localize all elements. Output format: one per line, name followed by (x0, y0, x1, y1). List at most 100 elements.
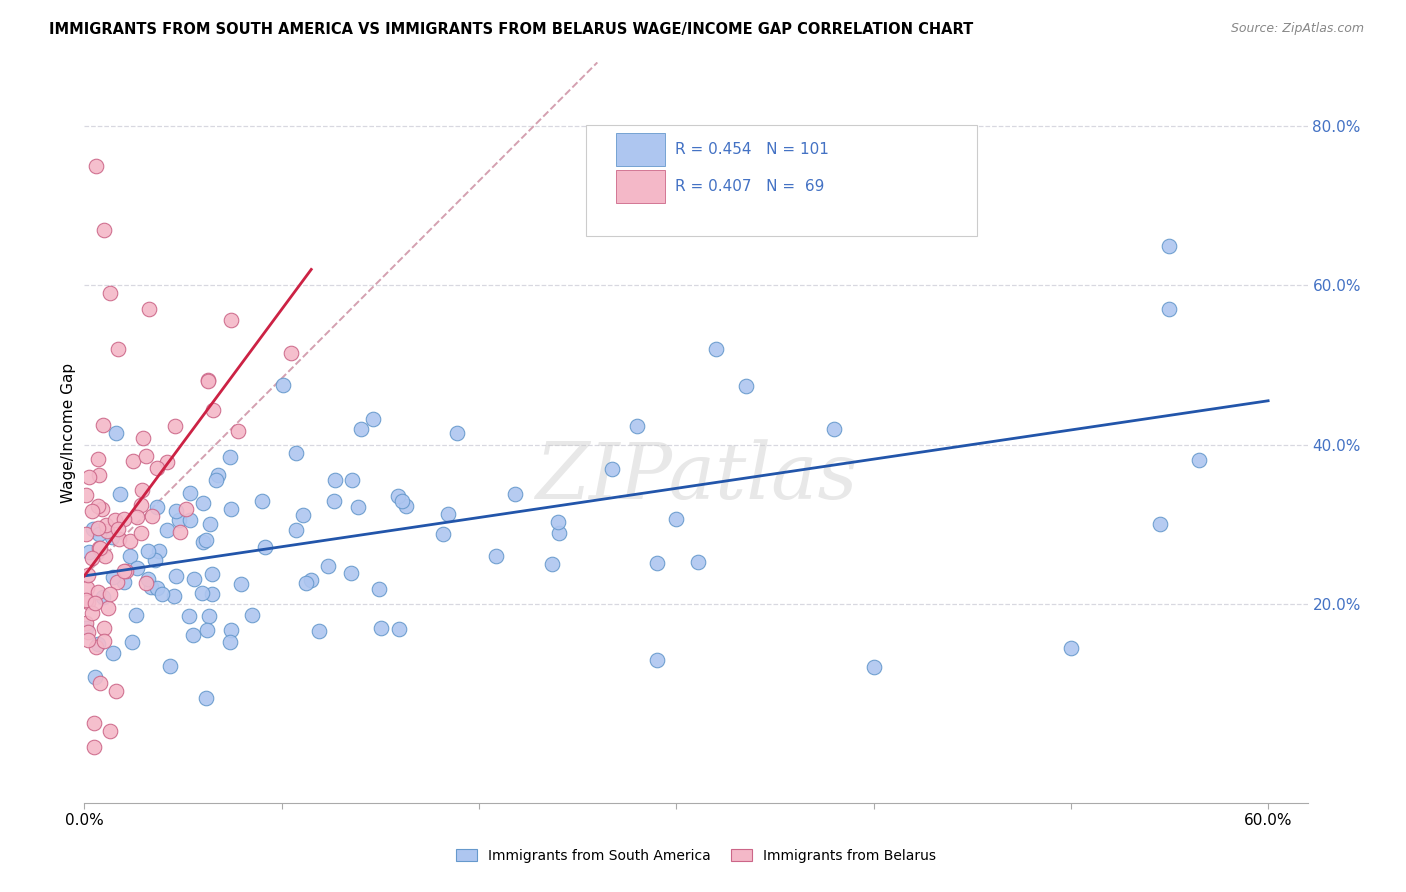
Point (347, 500, 370, 514)
Point (108, 486, 131, 500)
Point (146, 500, 169, 514)
Point (201, 566, 224, 581)
Point (129, 498, 152, 512)
Point (367, 582, 389, 596)
Point (193, 496, 215, 510)
Point (101, 530, 124, 544)
Point (87, 637, 110, 651)
Point (80, 607, 103, 621)
Point (219, 313, 242, 327)
Point (734, 378, 756, 392)
Point (540, 557, 562, 571)
Point (104, 426, 127, 441)
Point (98, 286, 121, 301)
Point (370, 621, 392, 635)
Point (141, 508, 163, 523)
Point (84, 159, 107, 173)
Point (271, 377, 294, 392)
Point (391, 494, 413, 508)
Point (862, 660, 884, 674)
Point (361, 412, 384, 426)
Legend: Immigrants from South America, Immigrants from Belarus: Immigrants from South America, Immigrant… (449, 842, 943, 870)
Point (107, 522, 129, 536)
Point (394, 499, 416, 513)
Text: R = 0.407   N =  69: R = 0.407 N = 69 (675, 179, 824, 194)
Point (308, 624, 330, 639)
Point (83, 740, 105, 755)
Point (285, 524, 308, 538)
Point (219, 450, 242, 464)
Point (704, 342, 727, 356)
Point (107, 342, 129, 356)
Point (231, 577, 253, 591)
Point (146, 461, 169, 475)
Point (340, 473, 363, 487)
Point (1159, 238, 1181, 252)
Point (89, 676, 111, 690)
Point (159, 659, 181, 673)
Point (77, 568, 100, 582)
Point (204, 473, 226, 487)
Point (75, 526, 97, 541)
Point (165, 569, 187, 583)
Point (197, 609, 219, 624)
Point (98, 724, 121, 739)
Point (446, 426, 468, 441)
Point (125, 607, 148, 622)
Point (194, 533, 217, 548)
Point (201, 403, 224, 417)
Point (195, 690, 218, 705)
Point (181, 628, 204, 642)
Point (76, 595, 98, 609)
Point (75, 593, 97, 607)
Point (280, 346, 302, 360)
Point (163, 419, 186, 434)
Point (138, 302, 160, 317)
Point (82, 522, 104, 536)
Point (87, 468, 110, 483)
Point (148, 543, 170, 558)
Text: ZIPatlas: ZIPatlas (534, 439, 858, 516)
Point (340, 566, 363, 580)
Point (200, 516, 222, 531)
Point (183, 572, 205, 586)
Point (1159, 302, 1181, 317)
Point (93, 222, 115, 236)
Point (195, 623, 218, 637)
Point (93, 633, 115, 648)
Point (114, 564, 136, 578)
Point (169, 524, 191, 539)
Y-axis label: Wage/Income Gap: Wage/Income Gap (60, 362, 76, 503)
Point (688, 556, 710, 570)
Point (349, 422, 371, 436)
Point (90, 502, 112, 516)
Point (76, 625, 98, 640)
Point (141, 580, 163, 594)
Point (547, 526, 569, 541)
Point (823, 422, 845, 436)
Point (240, 607, 263, 622)
Point (93, 590, 115, 604)
Point (143, 552, 166, 566)
Point (79, 545, 101, 559)
Point (665, 512, 688, 526)
Point (197, 374, 219, 388)
Point (387, 489, 409, 503)
Point (75, 615, 97, 630)
Point (84, 670, 107, 684)
Point (197, 373, 219, 387)
Point (80, 551, 103, 566)
Point (295, 576, 318, 591)
Point (131, 483, 153, 497)
Point (323, 473, 346, 487)
Point (503, 486, 526, 500)
Point (316, 559, 339, 574)
Point (75, 621, 97, 635)
Point (547, 515, 569, 529)
Point (121, 634, 143, 648)
Point (436, 507, 458, 521)
Point (129, 525, 152, 540)
Point (156, 454, 179, 468)
Point (190, 586, 212, 600)
Point (1188, 453, 1211, 467)
